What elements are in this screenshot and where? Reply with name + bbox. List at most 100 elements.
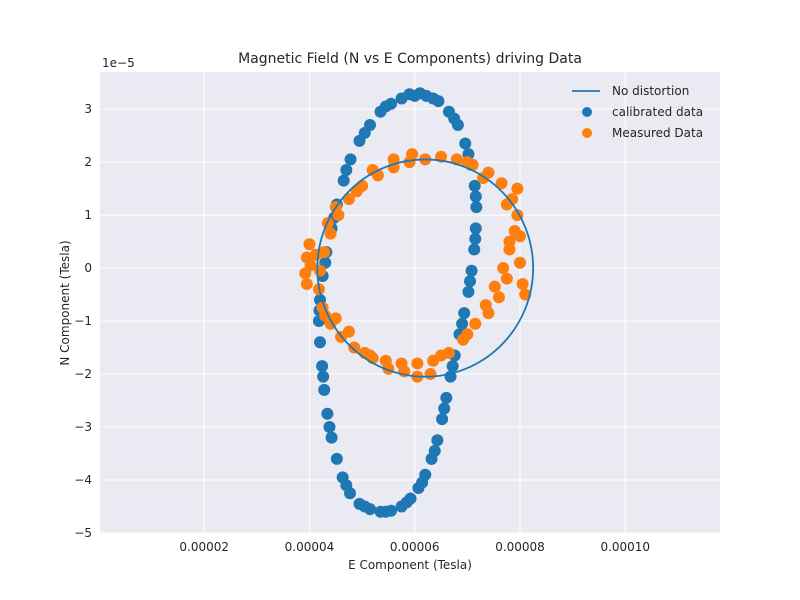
y-offset-label: 1e−5 (102, 56, 135, 70)
data-point (323, 421, 336, 434)
y-tick-label: 3 (84, 102, 92, 116)
y-tick-label: −4 (74, 473, 92, 487)
data-point (459, 137, 472, 150)
data-point (462, 285, 475, 298)
data-point (464, 275, 476, 288)
data-point (358, 126, 371, 139)
data-point (456, 317, 469, 330)
data-point (461, 328, 474, 341)
data-point (436, 413, 449, 426)
data-point (514, 230, 526, 243)
data-point (403, 88, 416, 101)
y-tick-label: 0 (84, 261, 92, 275)
data-point (411, 357, 424, 370)
data-point (428, 444, 441, 457)
x-tick-label: 0.00004 (285, 540, 335, 554)
data-point (314, 336, 326, 349)
data-point (321, 407, 334, 420)
data-point (342, 193, 355, 206)
x-tick-label: 0.00002 (179, 540, 229, 554)
data-point (329, 312, 342, 325)
grid-lines (100, 72, 720, 534)
data-point (424, 368, 437, 381)
series-layer (299, 87, 535, 518)
x-tick-labels: 0.00002 0.00004 0.00006 0.00008 0.00010 (179, 540, 650, 554)
data-point (500, 198, 513, 211)
no-distortion-circle (316, 158, 535, 378)
y-tick-label: −2 (74, 367, 92, 381)
data-point (406, 148, 419, 161)
data-point (358, 500, 371, 513)
x-tick-label: 0.00010 (600, 540, 650, 554)
data-point (448, 112, 461, 125)
data-point (438, 402, 451, 415)
x-axis-label: E Component (Tesla) (348, 558, 472, 572)
data-point (414, 87, 426, 100)
data-point (317, 370, 330, 383)
calibrated-data-series (312, 87, 483, 518)
data-point (316, 360, 329, 373)
data-point (514, 256, 526, 269)
x-tick-label: 0.00006 (390, 540, 440, 554)
data-point (469, 317, 482, 330)
data-point (503, 235, 516, 248)
y-tick-labels: 3 2 1 0 −1 −2 −3 −4 −5 (74, 102, 92, 540)
data-point (516, 277, 529, 290)
data-point (482, 307, 495, 320)
data-point (379, 505, 392, 518)
y-tick-label: −5 (74, 526, 92, 540)
data-point (342, 325, 355, 338)
data-point (431, 434, 444, 447)
legend-marker-calibrated (582, 107, 592, 117)
y-tick-label: 2 (84, 155, 92, 169)
data-point (344, 153, 357, 166)
data-point (440, 391, 453, 404)
data-point (416, 476, 429, 489)
legend-label-measured: Measured Data (612, 126, 703, 140)
data-point (309, 248, 322, 261)
data-point (427, 92, 440, 105)
legend: No distortion calibrated data Measured D… (572, 84, 703, 140)
y-axis-label: N Component (Tesla) (58, 240, 72, 365)
data-point (511, 182, 524, 195)
data-point (468, 179, 481, 192)
data-point (469, 232, 482, 245)
data-point (300, 277, 313, 290)
data-point (446, 360, 459, 373)
data-point (497, 262, 510, 275)
data-point (458, 307, 471, 320)
data-point (495, 177, 508, 190)
legend-label-calibrated: calibrated data (612, 105, 703, 119)
data-point (469, 190, 482, 203)
data-point (350, 185, 363, 198)
data-point (348, 341, 361, 354)
data-point (303, 238, 316, 251)
data-point (330, 452, 343, 465)
data-point (319, 309, 332, 322)
data-point (324, 227, 337, 240)
y-tick-label: 1 (84, 208, 92, 222)
data-point (340, 479, 353, 492)
data-point (488, 280, 501, 293)
data-point (500, 272, 513, 285)
x-tick-label: 0.00008 (495, 540, 545, 554)
data-point (492, 291, 505, 304)
data-point (379, 100, 392, 113)
data-point (304, 259, 317, 272)
data-point (465, 264, 478, 277)
plot-area (100, 72, 720, 533)
data-point (461, 156, 474, 169)
y-tick-label: −1 (74, 314, 92, 328)
y-tick-label: −3 (74, 420, 92, 434)
legend-label-no-distortion: No distortion (612, 84, 689, 98)
legend-marker-measured (582, 128, 592, 138)
data-point (325, 431, 338, 444)
data-point (366, 164, 379, 177)
chart-title: Magnetic Field (N vs E Components) drivi… (238, 51, 582, 67)
data-point (340, 164, 353, 177)
data-point (470, 201, 483, 214)
data-point (337, 174, 350, 187)
data-point (468, 243, 481, 256)
